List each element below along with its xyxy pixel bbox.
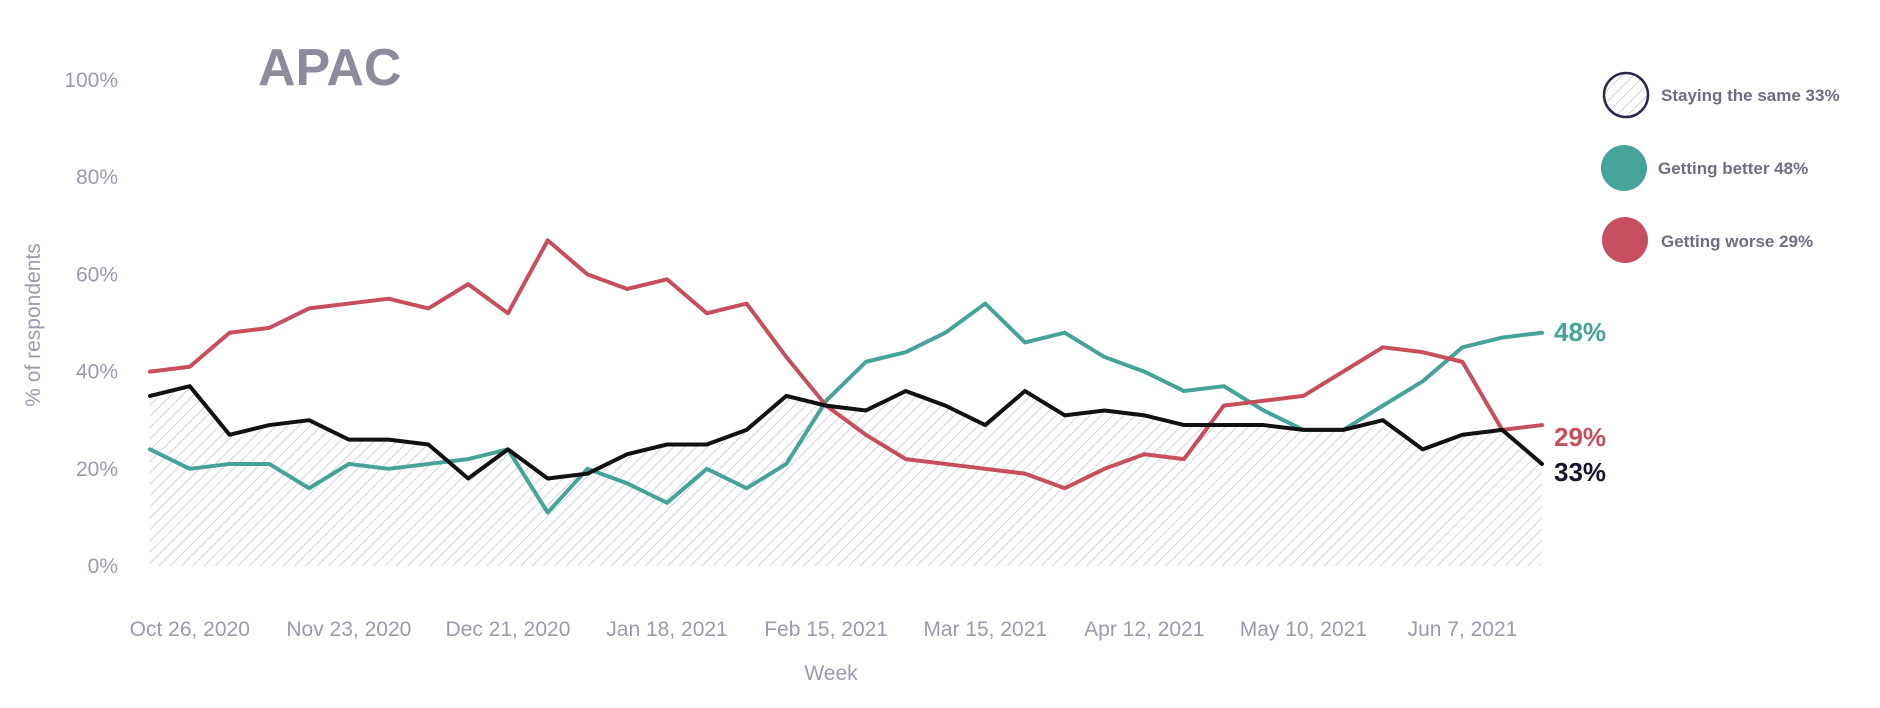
legend-swatch-getting-worse <box>1602 217 1648 263</box>
y-tick-label: 60% <box>76 263 118 286</box>
series-line-staying-the-same <box>148 384 1544 481</box>
end-labels: 33% 48% 29% <box>1554 317 1606 487</box>
x-tick-label: Feb 15, 2021 <box>764 618 888 641</box>
legend-label-staying-the-same: Staying the same 33% <box>1661 86 1840 105</box>
x-tick-label: Oct 26, 2020 <box>130 618 250 641</box>
y-tick-label: 0% <box>88 555 118 578</box>
legend-swatch-getting-better <box>1601 145 1647 191</box>
x-tick-label: Jun 7, 2021 <box>1408 618 1518 641</box>
plot-area <box>148 238 1544 566</box>
x-tick-label: Mar 15, 2021 <box>923 618 1047 641</box>
end-label-getting-worse: 29% <box>1554 422 1606 452</box>
x-tick-label: Dec 21, 2020 <box>445 618 570 641</box>
y-tick-label: 20% <box>76 458 118 481</box>
series-line-getting-worse <box>148 238 1544 491</box>
legend-item-getting-worse[interactable]: Getting worse 29% <box>1602 217 1813 263</box>
legend-item-getting-better[interactable]: Getting better 48% <box>1601 145 1808 191</box>
x-tick-label: Jan 18, 2021 <box>606 618 727 641</box>
y-axis-ticks: 0% 20% 40% 60% 80% 100% <box>64 69 118 578</box>
x-tick-label: Nov 23, 2020 <box>286 618 411 641</box>
y-tick-label: 40% <box>76 361 118 384</box>
legend: Staying the same 33% Getting better 48% … <box>1601 71 1840 263</box>
x-tick-label: Apr 12, 2021 <box>1084 618 1204 641</box>
x-axis-ticks: Oct 26, 2020 Nov 23, 2020 Dec 21, 2020 Jan … <box>130 618 1518 641</box>
legend-item-staying-the-same[interactable]: Staying the same 33% <box>1602 71 1840 119</box>
area-staying-the-same <box>150 386 1542 566</box>
end-label-staying-the-same: 33% <box>1554 457 1606 487</box>
y-axis-title: % of respondents <box>22 243 45 406</box>
x-tick-label: May 10, 2021 <box>1240 618 1367 641</box>
y-tick-label: 80% <box>76 166 118 189</box>
legend-label-getting-worse: Getting worse 29% <box>1661 232 1813 251</box>
x-axis-title: Week <box>804 662 858 685</box>
legend-swatch-staying-the-same <box>1602 71 1650 119</box>
y-tick-label: 100% <box>64 69 118 92</box>
legend-label-getting-better: Getting better 48% <box>1658 159 1808 178</box>
end-label-getting-better: 48% <box>1554 317 1606 347</box>
chart-title: APAC <box>258 39 401 97</box>
